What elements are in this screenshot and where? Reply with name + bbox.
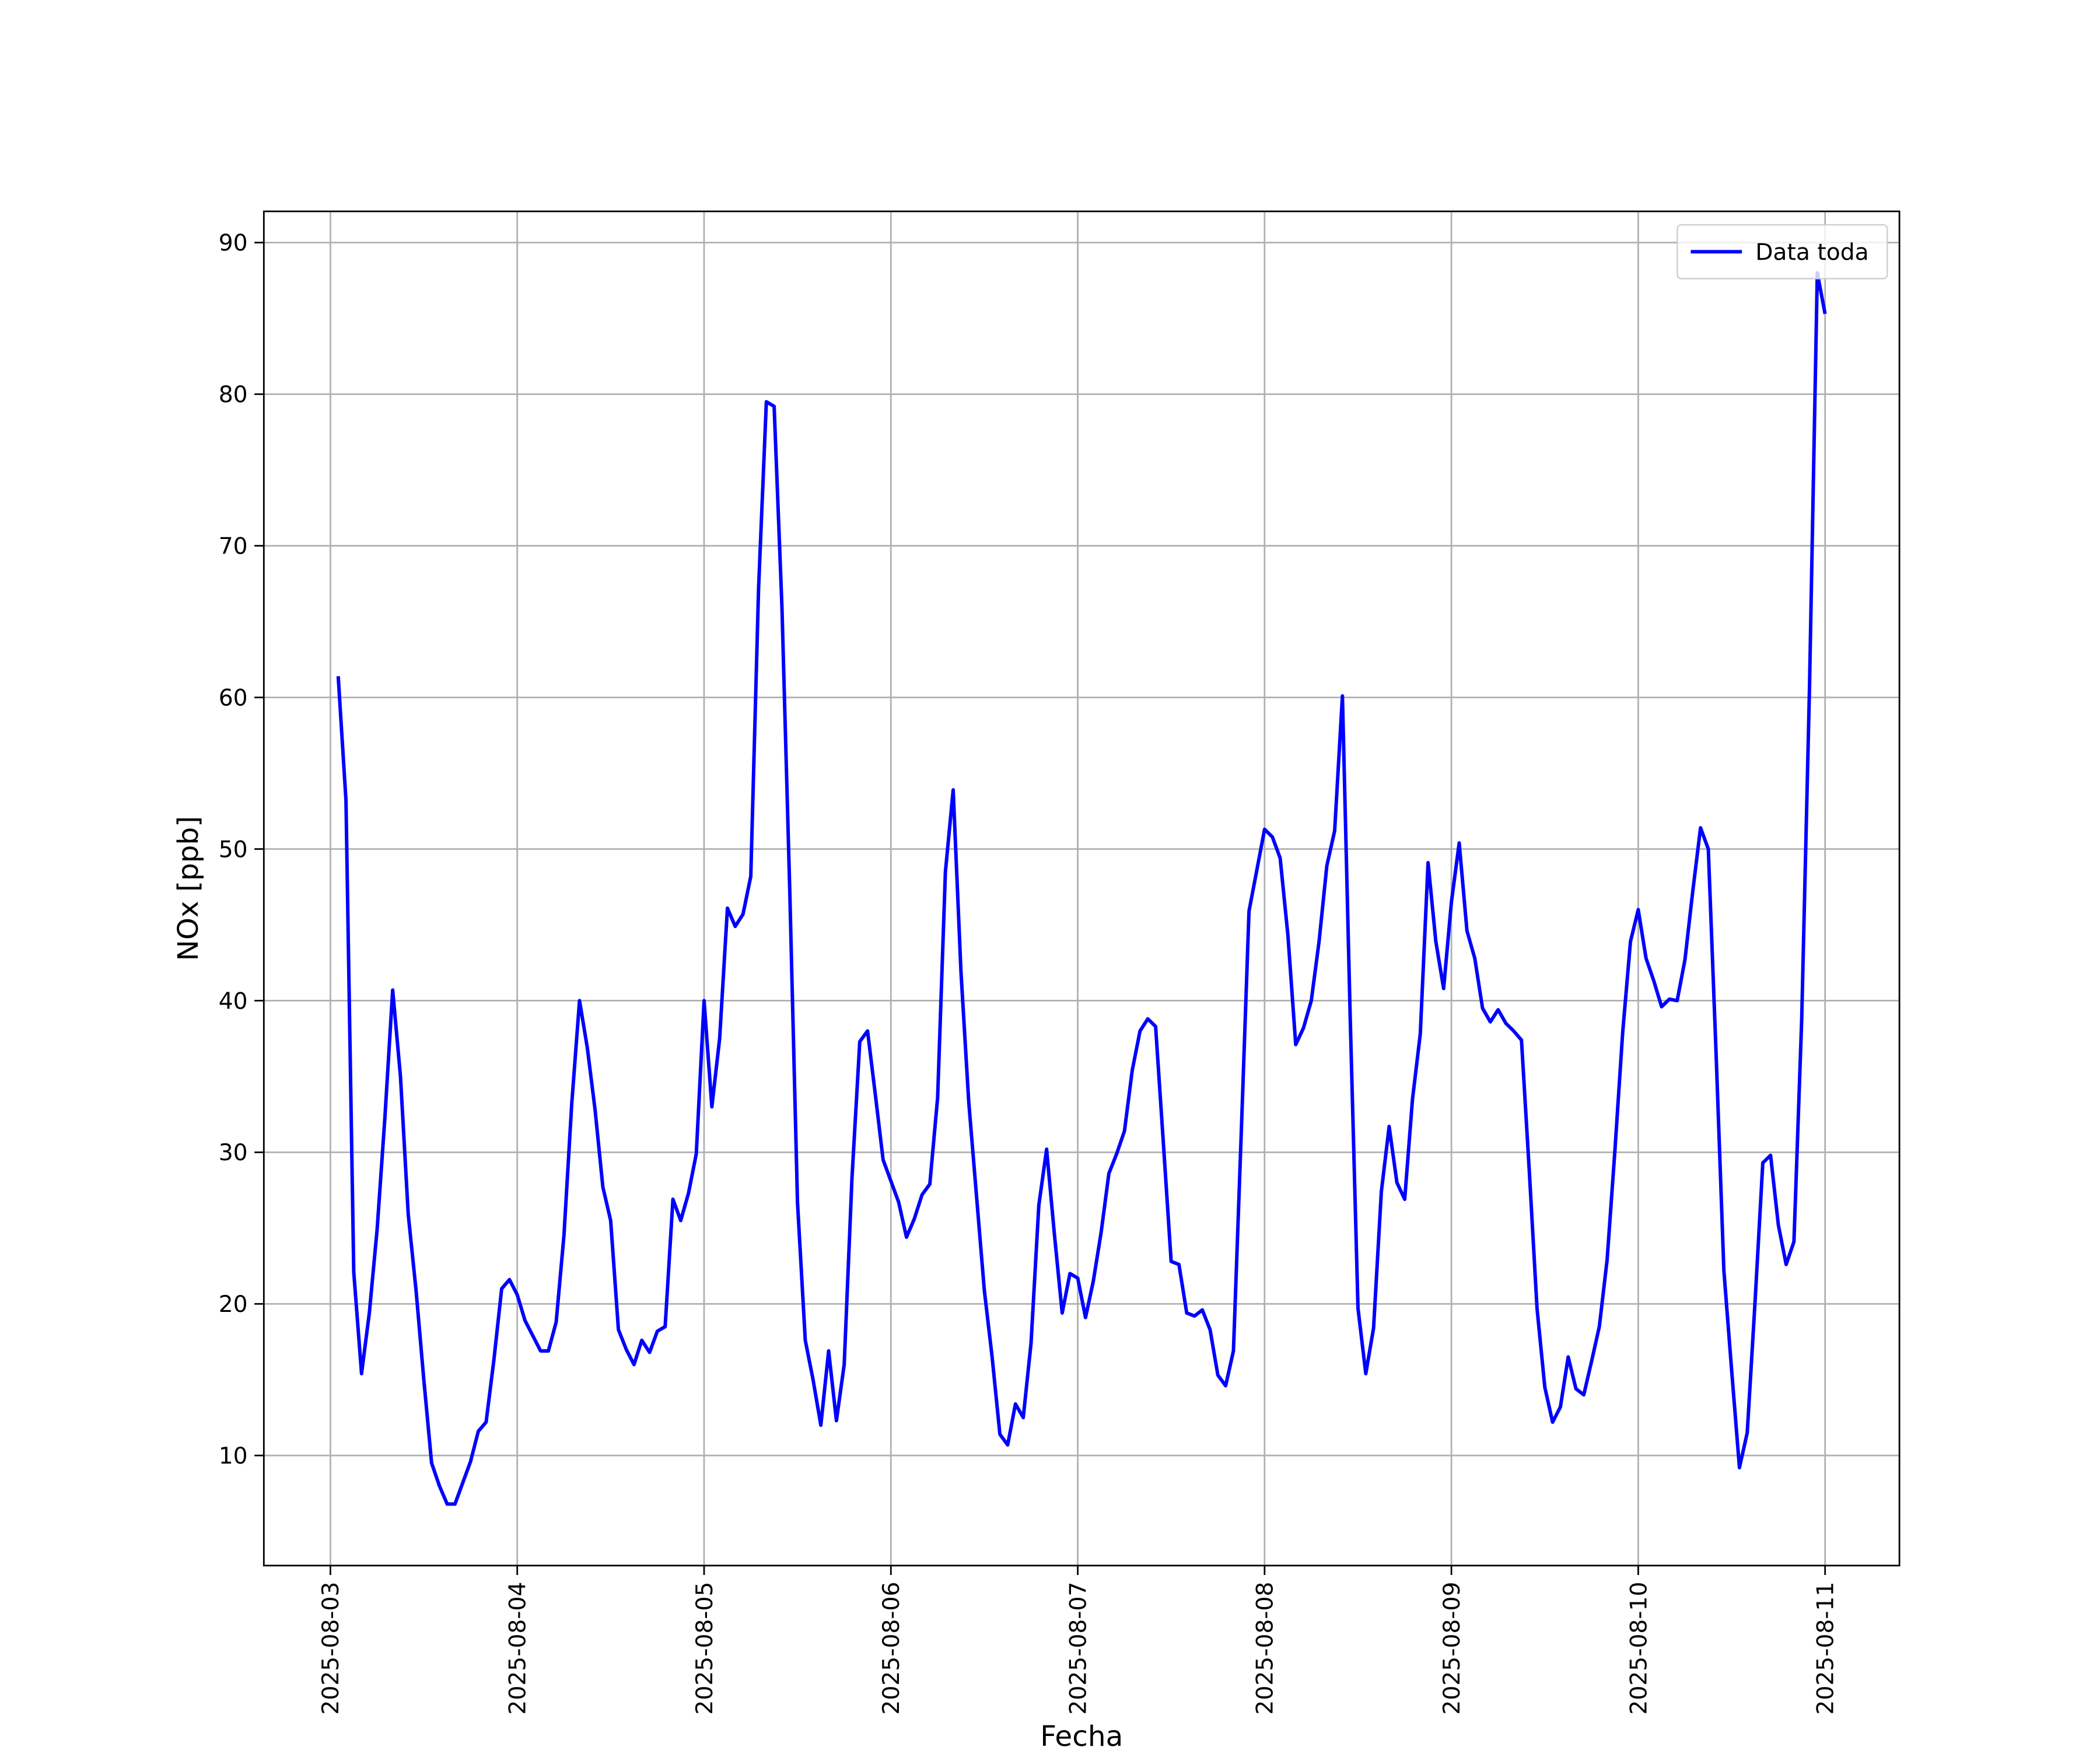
legend-box (1676, 224, 1888, 279)
legend-label: Data toda (1755, 239, 1868, 265)
x-tick-label: 2025-08-10 (1626, 1582, 1652, 1715)
y-tick-label: 10 (219, 1443, 248, 1469)
x-tick-label: 2025-08-11 (1813, 1582, 1839, 1715)
plot-area (336, 271, 1827, 1506)
y-tick-label: 70 (219, 534, 248, 560)
x-tick-label: 2025-08-04 (505, 1582, 531, 1715)
y-tick-label: 90 (219, 230, 248, 257)
y-tick-label: 60 (219, 685, 248, 711)
y-tick-label: 80 (219, 382, 248, 408)
ticks: 10 20 30 40 50 60 70 80 90 2025-08-03 2025-08-04 20… (219, 230, 1839, 1715)
x-tick-label: 2025-08-06 (878, 1582, 905, 1715)
legend: Data toda (1676, 224, 1888, 279)
grid (264, 211, 1900, 1566)
x-axis-label: Fecha (1040, 1720, 1123, 1750)
x-tick-label: 2025-08-03 (318, 1582, 344, 1715)
y-tick-label: 40 (219, 988, 248, 1014)
y-tick-label: 50 (219, 836, 248, 863)
x-tick-label: 2025-08-08 (1252, 1582, 1279, 1715)
x-tick-label: 2025-08-05 (692, 1582, 718, 1715)
x-tick-label: 2025-08-07 (1065, 1582, 1091, 1715)
y-axis-label: NOx [ppb] (172, 816, 205, 961)
y-tick-label: 20 (219, 1292, 248, 1318)
data-line (336, 271, 1827, 1506)
y-tick-label: 30 (219, 1140, 248, 1166)
axes-frame (262, 210, 1901, 1567)
x-tick-label: 2025-08-09 (1439, 1582, 1465, 1715)
